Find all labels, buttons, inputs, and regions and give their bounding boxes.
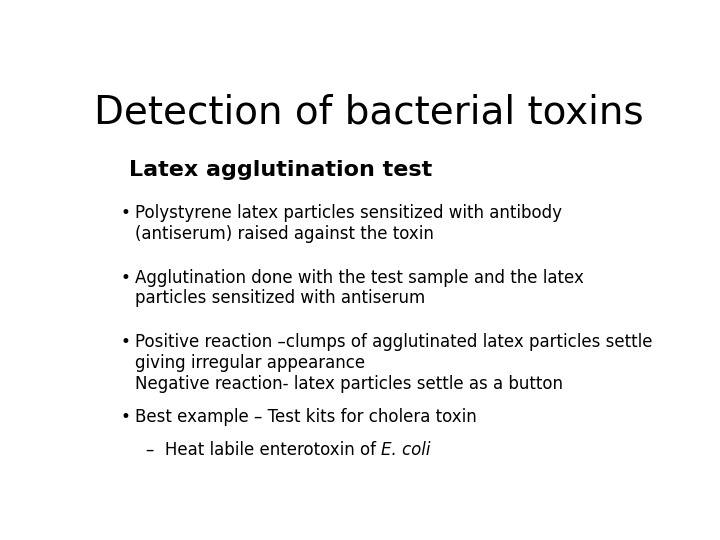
Text: Detection of bacterial toxins: Detection of bacterial toxins xyxy=(94,94,644,132)
Text: E. coli: E. coli xyxy=(381,441,431,459)
Text: Agglutination done with the test sample and the latex
particles sensitized with : Agglutination done with the test sample … xyxy=(135,268,583,307)
Text: –  Heat labile enterotoxin of: – Heat labile enterotoxin of xyxy=(145,441,381,459)
Text: Polystyrene latex particles sensitized with antibody
(antiserum) raised against : Polystyrene latex particles sensitized w… xyxy=(135,204,562,243)
Text: •: • xyxy=(121,408,130,426)
Text: •: • xyxy=(121,333,130,351)
Text: Positive reaction –clumps of agglutinated latex particles settle
giving irregula: Positive reaction –clumps of agglutinate… xyxy=(135,333,652,393)
Text: •: • xyxy=(121,268,130,287)
Text: Best example – Test kits for cholera toxin: Best example – Test kits for cholera tox… xyxy=(135,408,477,426)
Text: •: • xyxy=(121,204,130,222)
Text: Latex agglutination test: Latex agglutination test xyxy=(129,160,432,180)
